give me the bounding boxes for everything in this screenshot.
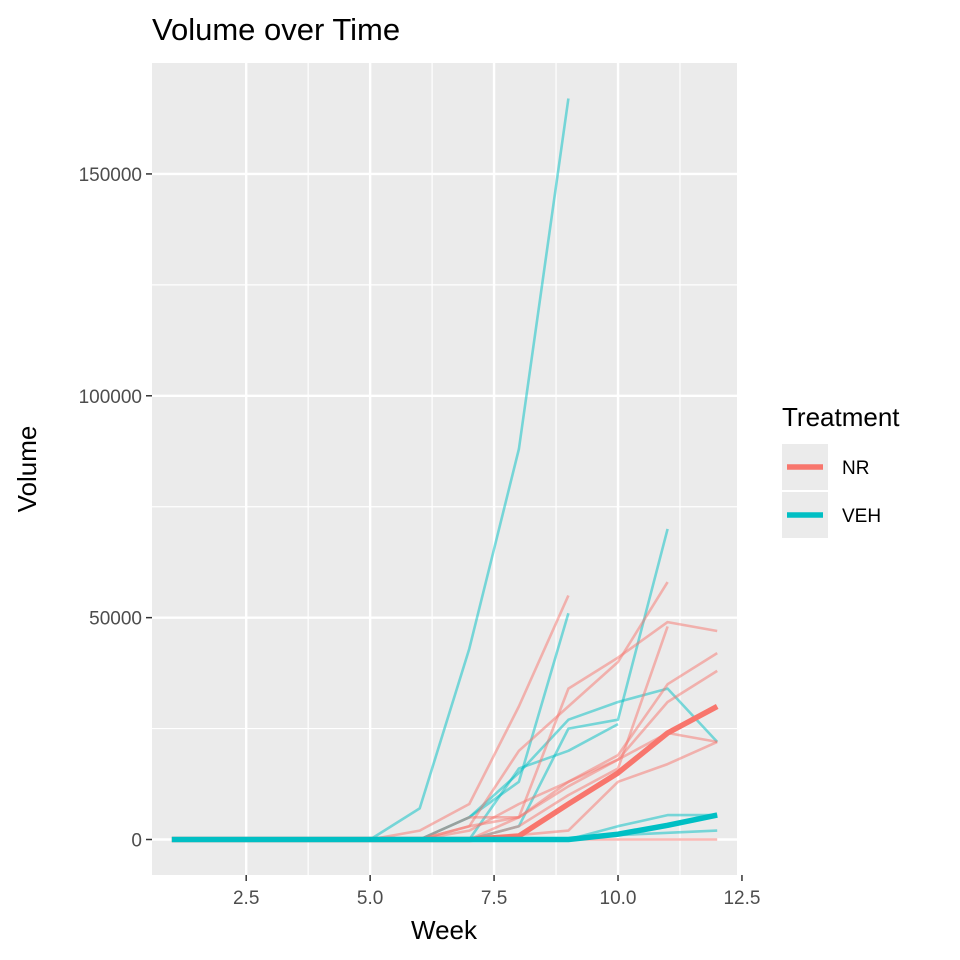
x-tick-label: 5.0 (357, 888, 383, 909)
x-tick-label: 2.5 (233, 888, 259, 909)
legend: Treatment NR VEH (782, 402, 900, 538)
chart-title: Volume over Time (152, 12, 400, 47)
x-tick-label: 10.0 (600, 888, 637, 909)
x-tick-label: 12.5 (723, 888, 760, 909)
y-axis-ticks: 0 50000 100000 150000 (79, 165, 152, 852)
x-axis-ticks: 2.5 5.0 7.5 10.0 12.5 (233, 875, 760, 909)
x-axis-title: Week (411, 915, 478, 945)
series-line-veh-mean (171, 812, 718, 843)
y-tick-label: 0 (131, 831, 142, 852)
series-line-nr-subject (419, 620, 718, 841)
series-line-veh-subject (369, 98, 570, 841)
legend-items: NR VEH (782, 444, 881, 538)
series-line-nr-subject (369, 594, 570, 841)
y-axis-title: Volume (12, 426, 42, 513)
x-tick-label: 7.5 (481, 888, 507, 909)
plot-panel (152, 63, 737, 875)
legend-title: Treatment (782, 402, 900, 432)
y-tick-label: 50000 (89, 609, 142, 630)
series-lines (171, 98, 719, 843)
y-tick-label: 100000 (79, 387, 142, 408)
legend-label-veh: VEH (842, 506, 881, 527)
legend-label-nr: NR (842, 458, 869, 479)
y-tick-label: 150000 (79, 165, 142, 186)
